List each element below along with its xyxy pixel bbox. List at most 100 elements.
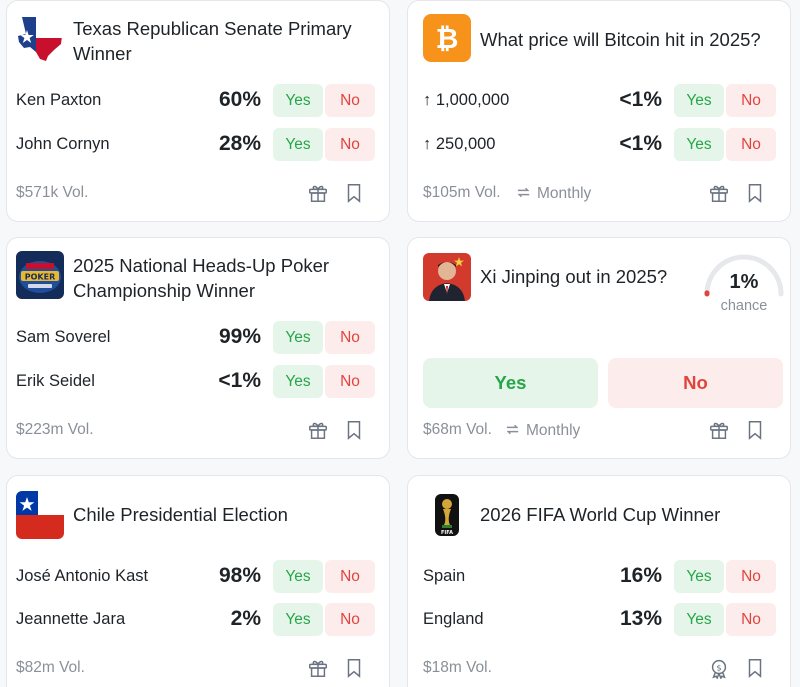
reward-badge-icon[interactable]: $ bbox=[708, 657, 730, 679]
recurrence-label: Monthly bbox=[504, 421, 580, 440]
outcome-row: José Antonio Kast 98% Yes No bbox=[7, 560, 389, 594]
bookmark-icon[interactable] bbox=[343, 657, 365, 679]
chance-value: 1% bbox=[729, 271, 759, 293]
outcome-percent: 16% bbox=[619, 564, 662, 587]
outcome-row: ↑ 1,000,000 <1% Yes No bbox=[408, 84, 790, 118]
card-footer: $68m Vol. Monthly bbox=[423, 418, 776, 444]
yes-button[interactable]: Yes bbox=[273, 365, 323, 398]
outcome-percent: 2% bbox=[230, 607, 261, 630]
market-card-bitcoin[interactable]: ₿ What price will Bitcoin hit in 2025? ↑… bbox=[407, 0, 791, 222]
card-footer: $105m Vol. Monthly bbox=[423, 181, 776, 207]
outcome-percent: 13% bbox=[619, 607, 662, 630]
no-button[interactable]: No bbox=[325, 365, 375, 398]
gift-icon[interactable] bbox=[708, 182, 730, 204]
yes-button[interactable]: Yes bbox=[273, 560, 323, 593]
no-button[interactable]: No bbox=[325, 560, 375, 593]
outcome-name: England bbox=[423, 610, 484, 628]
outcome-percent: 99% bbox=[218, 325, 261, 348]
market-title[interactable]: 2026 FIFA World Cup Winner bbox=[480, 504, 721, 525]
market-title[interactable]: Texas Republican Senate Primary Winner bbox=[73, 18, 352, 64]
yes-button[interactable]: Yes bbox=[273, 128, 323, 161]
outcome-name: Jeannette Jara bbox=[16, 610, 126, 628]
no-button[interactable]: No bbox=[325, 603, 375, 636]
outcome-row: Erik Seidel <1% Yes No bbox=[7, 365, 389, 399]
outcome-name: Spain bbox=[423, 567, 466, 585]
volume-text: $105m Vol. bbox=[423, 184, 501, 201]
outcome-percent: 28% bbox=[218, 132, 261, 155]
svg-text:FIFA: FIFA bbox=[441, 530, 453, 536]
outcome-name: Erik Seidel bbox=[16, 372, 95, 390]
gift-icon[interactable] bbox=[307, 182, 329, 204]
card-footer: $223m Vol. bbox=[16, 418, 375, 444]
no-button[interactable]: No bbox=[325, 321, 375, 354]
recurrence-label: Monthly bbox=[515, 184, 591, 203]
texas-flag-icon bbox=[16, 14, 64, 62]
volume-text: $571k Vol. bbox=[16, 184, 89, 201]
market-title[interactable]: Chile Presidential Election bbox=[73, 504, 288, 525]
yes-button[interactable]: Yes bbox=[674, 84, 724, 117]
outcome-percent: 98% bbox=[218, 564, 261, 587]
yes-button[interactable]: Yes bbox=[273, 84, 323, 117]
repeat-icon bbox=[506, 424, 519, 435]
yes-button[interactable]: Yes bbox=[674, 560, 724, 593]
no-button[interactable]: No bbox=[726, 84, 776, 117]
repeat-icon bbox=[517, 187, 530, 198]
outcome-row: Spain 16% Yes No bbox=[408, 560, 790, 594]
xi-jinping-photo bbox=[423, 253, 471, 301]
market-title[interactable]: 2025 National Heads-Up Poker Championshi… bbox=[73, 255, 330, 301]
market-card-chile[interactable]: Chile Presidential Election José Antonio… bbox=[6, 475, 390, 687]
outcome-name: ↑ 250,000 bbox=[423, 135, 496, 153]
chile-flag-icon bbox=[16, 491, 64, 539]
outcome-row: Sam Soverel 99% Yes No bbox=[7, 321, 389, 355]
market-card-poker[interactable]: POKER 2025 National Heads-Up Poker Champ… bbox=[6, 237, 390, 459]
no-button[interactable]: No bbox=[726, 128, 776, 161]
yes-button[interactable]: Yes bbox=[423, 358, 598, 408]
no-button[interactable]: No bbox=[726, 560, 776, 593]
bookmark-icon[interactable] bbox=[744, 419, 766, 441]
market-card-xi-jinping[interactable]: Xi Jinping out in 2025? 1% chance Yes No… bbox=[407, 237, 791, 459]
volume-text: $82m Vol. bbox=[16, 659, 85, 676]
arrow-up-icon: ↑ bbox=[423, 135, 436, 153]
gift-icon[interactable] bbox=[307, 419, 329, 441]
outcome-name: John Cornyn bbox=[16, 135, 110, 153]
outcome-percent: <1% bbox=[619, 132, 662, 155]
chance-label: chance bbox=[720, 298, 768, 314]
outcome-name: José Antonio Kast bbox=[16, 567, 149, 585]
bookmark-icon[interactable] bbox=[744, 182, 766, 204]
outcome-percent: <1% bbox=[619, 88, 662, 111]
no-button[interactable]: No bbox=[608, 358, 783, 408]
volume-text: $68m Vol. bbox=[423, 421, 492, 438]
volume-text: $223m Vol. bbox=[16, 421, 94, 438]
poker-logo-icon: POKER bbox=[16, 251, 64, 299]
no-button[interactable]: No bbox=[325, 128, 375, 161]
volume-text: $18m Vol. bbox=[423, 659, 492, 676]
card-footer: $82m Vol. bbox=[16, 656, 375, 682]
arrow-up-icon: ↑ bbox=[423, 91, 436, 109]
svg-text:₿: ₿ bbox=[436, 22, 459, 55]
yes-button[interactable]: Yes bbox=[674, 128, 724, 161]
outcome-row: Ken Paxton 60% Yes No bbox=[7, 84, 389, 118]
card-footer: $571k Vol. bbox=[16, 181, 375, 207]
market-title[interactable]: What price will Bitcoin hit in 2025? bbox=[480, 29, 761, 50]
svg-text:POKER: POKER bbox=[25, 273, 56, 282]
no-button[interactable]: No bbox=[325, 84, 375, 117]
no-button[interactable]: No bbox=[726, 603, 776, 636]
yes-button[interactable]: Yes bbox=[273, 321, 323, 354]
card-footer: $18m Vol. $ bbox=[423, 656, 776, 682]
outcome-name: Ken Paxton bbox=[16, 91, 102, 109]
outcome-percent: <1% bbox=[218, 369, 261, 392]
bookmark-icon[interactable] bbox=[343, 419, 365, 441]
outcome-name: ↑ 1,000,000 bbox=[423, 91, 510, 109]
bookmark-icon[interactable] bbox=[343, 182, 365, 204]
yes-button[interactable]: Yes bbox=[674, 603, 724, 636]
market-card-fifa[interactable]: FIFA 2026 FIFA World Cup Winner Spain 16… bbox=[407, 475, 791, 687]
gift-icon[interactable] bbox=[708, 419, 730, 441]
yes-button[interactable]: Yes bbox=[273, 603, 323, 636]
outcome-row: ↑ 250,000 <1% Yes No bbox=[408, 128, 790, 162]
market-title[interactable]: Xi Jinping out in 2025? bbox=[480, 266, 668, 287]
bitcoin-icon: ₿ bbox=[423, 14, 471, 62]
market-card-texas-senate[interactable]: Texas Republican Senate Primary Winner K… bbox=[6, 0, 390, 222]
bookmark-icon[interactable] bbox=[744, 657, 766, 679]
gauge-arc bbox=[704, 254, 784, 297]
gift-icon[interactable] bbox=[307, 657, 329, 679]
